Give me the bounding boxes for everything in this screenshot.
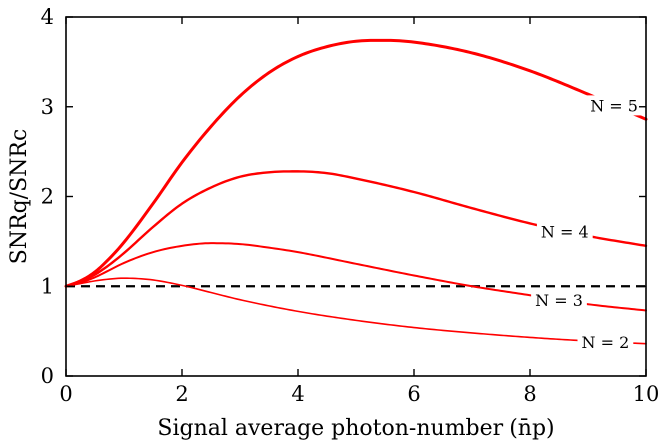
y-axis-title: SNRq/SNRc xyxy=(7,129,32,265)
axis-ticks: 0 2 4 6 8 10 0 1 2 3 4 xyxy=(41,5,660,406)
curve-label-n-5: N = 5 xyxy=(586,95,642,116)
x-tick-label: 4 xyxy=(291,382,304,406)
x-tick-label: 8 xyxy=(523,382,536,406)
x-tick-label: 2 xyxy=(175,382,188,406)
curve-label-text: N = 2 xyxy=(582,333,630,352)
curve-label-n-4: N = 4 xyxy=(536,221,593,242)
curve-label-text: N = 5 xyxy=(590,96,638,115)
x-tick-label: 10 xyxy=(633,382,660,406)
y-tick-label: 0 xyxy=(41,364,54,388)
y-tick-label: 2 xyxy=(41,185,54,209)
y-tick-label: 4 xyxy=(41,5,54,29)
curve-label-bg xyxy=(577,331,634,352)
y-tick-label: 3 xyxy=(41,95,54,119)
curve-label-bg xyxy=(536,221,593,242)
x-tick-label: 6 xyxy=(407,382,420,406)
x-tick-label: 0 xyxy=(59,382,72,406)
curve-label-text: N = 4 xyxy=(541,222,589,241)
curve-label-bg xyxy=(531,289,587,310)
curve-label-n-3: N = 3 xyxy=(531,289,587,310)
series-line-n-5 xyxy=(64,38,648,288)
x-axis-title: Signal average photon-number (n̄p) xyxy=(157,416,554,441)
curve-label-n-2: N = 2 xyxy=(577,331,634,352)
curve-labels: N = 2 N = 3 N = 4 N = 5 xyxy=(531,95,642,352)
plot-frame xyxy=(65,16,647,377)
curve-label-text: N = 3 xyxy=(535,291,583,310)
y-tick-label: 1 xyxy=(41,274,54,298)
series-line-n-2 xyxy=(65,277,647,345)
curve-label-bg xyxy=(586,95,642,116)
